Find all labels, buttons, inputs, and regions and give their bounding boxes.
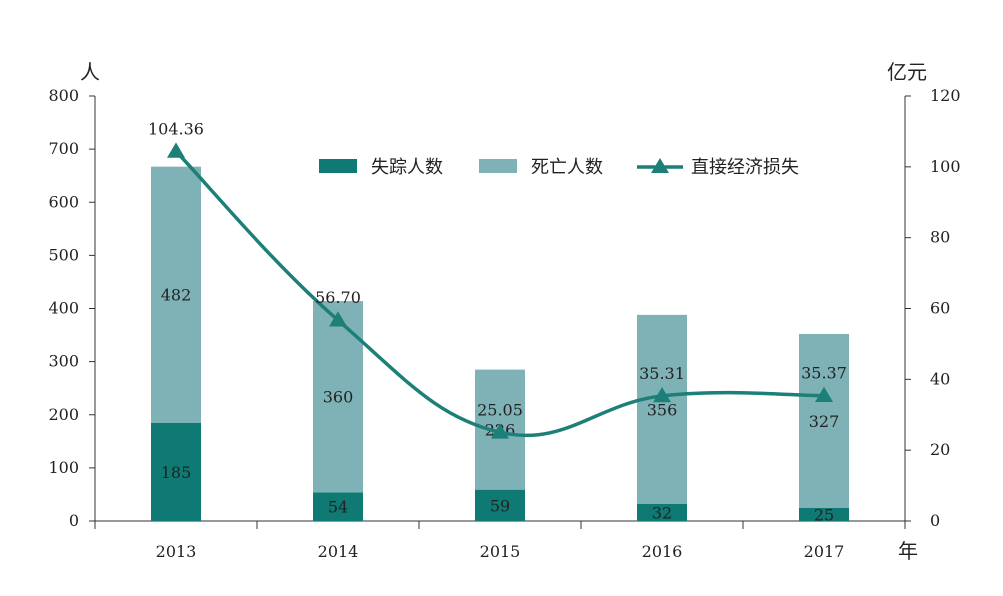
right-axis-unit: 亿元 — [887, 60, 927, 84]
right-axis-tick-label: 100 — [930, 157, 961, 176]
left-axis-unit: 人 — [80, 60, 100, 84]
line-point-marker — [815, 386, 833, 403]
bar-deaths — [637, 314, 687, 504]
right-axis-tick-label: 80 — [930, 228, 950, 247]
x-axis-tick-label: 2013 — [156, 542, 197, 561]
line-point-label: 25.05 — [477, 400, 523, 419]
bar-labels: 18548254360592263235625327 — [161, 286, 840, 525]
bar-deaths — [799, 334, 849, 508]
bar-missing-label: 185 — [161, 463, 192, 482]
bar-deaths-label: 356 — [647, 400, 678, 419]
legend-swatch-deaths — [479, 159, 517, 173]
right-axis-tick-label: 0 — [930, 511, 940, 530]
line-point-label: 56.70 — [315, 288, 361, 307]
line-point-marker — [653, 386, 671, 403]
right-axis-tick-label: 60 — [930, 299, 950, 318]
line-point-label: 104.36 — [148, 119, 204, 138]
legend-swatch-missing — [319, 159, 357, 173]
x-axis-tick-label: 2017 — [804, 542, 845, 561]
x-axis-tick-label: 2015 — [480, 542, 521, 561]
left-axis-tick-label: 700 — [48, 139, 79, 158]
line-point-label: 35.37 — [801, 364, 847, 383]
legend-label-deaths: 死亡人数 — [531, 157, 603, 178]
bar-missing — [313, 492, 363, 521]
bar-missing-label: 59 — [490, 496, 510, 515]
line-point-marker — [491, 423, 509, 439]
legend: 失踪人数 死亡人数 直接经济损失 — [319, 157, 799, 178]
left-axis-tick-label: 300 — [48, 352, 79, 371]
bar-deaths-label: 360 — [323, 388, 354, 407]
legend-marker-line — [651, 158, 669, 173]
line-point-label: 35.31 — [639, 364, 685, 383]
right-axis-tick-label: 20 — [930, 440, 950, 459]
left-axis-tick-label: 600 — [48, 192, 79, 211]
legend-label-missing: 失踪人数 — [371, 157, 443, 178]
bar-missing-label: 54 — [328, 498, 348, 517]
bar-missing-label: 25 — [814, 505, 834, 524]
bar-deaths-label: 482 — [161, 286, 192, 305]
x-axis-tick-label: 2016 — [642, 542, 683, 561]
line-economic-loss — [174, 150, 825, 438]
right-axis-tick-label: 120 — [930, 86, 961, 105]
x-axis-unit: 年 — [898, 539, 918, 563]
right-axis-tick-label: 40 — [930, 369, 950, 388]
line-point-marker — [167, 142, 185, 158]
bar-deaths — [151, 166, 201, 423]
legend-label-loss: 直接经济损失 — [691, 157, 799, 178]
left-axis-tick-label: 800 — [48, 86, 79, 105]
line-point-marker — [329, 311, 347, 327]
bar-missing — [475, 489, 525, 521]
x-axis-tick-label: 2014 — [318, 542, 359, 561]
left-axis-tick-label: 500 — [48, 245, 79, 264]
bar-missing — [151, 422, 201, 521]
bar-missing — [799, 507, 849, 521]
left-axis-tick-label: 0 — [69, 511, 79, 530]
bar-deaths-label: 327 — [809, 412, 840, 431]
left-axis-tick-label: 200 — [48, 405, 79, 424]
bar-missing-label: 32 — [652, 504, 672, 523]
bar-missing — [637, 504, 687, 521]
left-axis-tick-label: 100 — [48, 458, 79, 477]
left-axis-tick-label: 400 — [48, 299, 79, 318]
line-series: 104.36 56.70 25.05 35.31 35.37 — [148, 119, 847, 439]
bars — [151, 166, 849, 521]
